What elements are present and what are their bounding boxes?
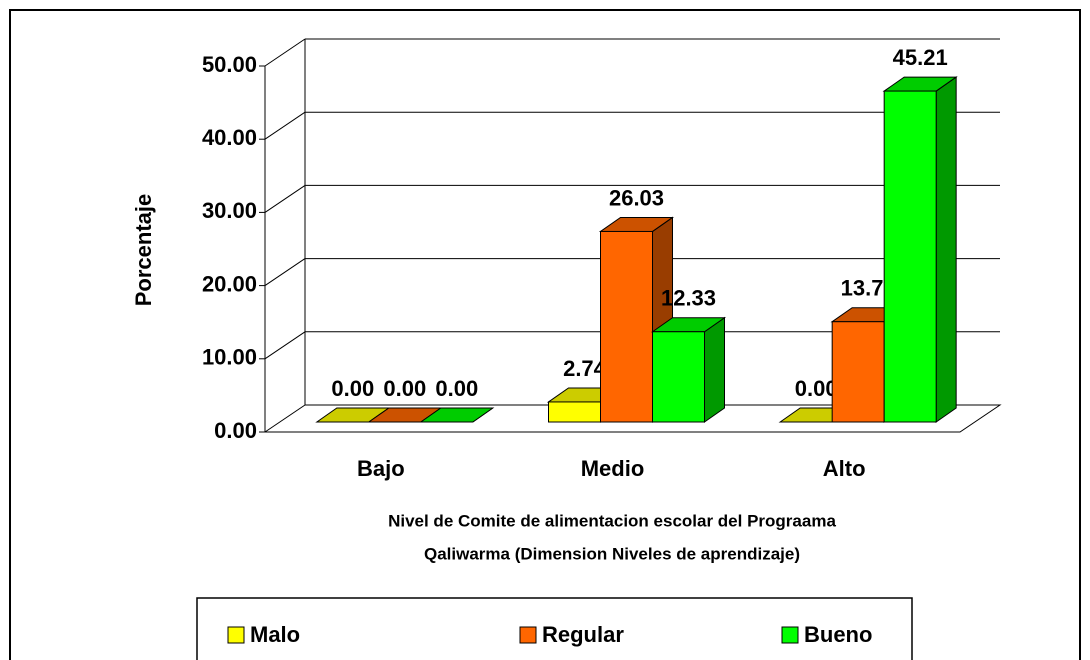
y-tick-label: 20.00: [202, 271, 257, 296]
grid-line: [264, 184, 306, 213]
bar: [600, 230, 653, 423]
legend-swatch: [227, 626, 245, 644]
x-tick-label: Bajo: [357, 456, 405, 481]
bar: [883, 90, 937, 423]
bar: [831, 321, 885, 423]
data-label: 0.00: [795, 376, 838, 401]
data-label: 45.21: [893, 45, 948, 70]
data-label: 0.00: [435, 376, 478, 401]
x-tick-label: Alto: [823, 456, 866, 481]
y-tick-label: 0.00: [214, 418, 257, 443]
x-axis-label: Nivel de Comite de alimentacion escolar …: [388, 511, 836, 530]
bar: [652, 331, 705, 423]
legend-label: Regular: [542, 622, 624, 647]
data-label: 12.33: [661, 286, 716, 311]
legend-swatch: [781, 626, 799, 644]
grid-line: [264, 258, 306, 287]
data-label: 26.03: [609, 185, 664, 210]
data-label: 2.74: [563, 356, 607, 381]
y-tick-label: 30.00: [202, 198, 257, 223]
data-label: 0.00: [383, 376, 426, 401]
chart-border: [9, 9, 1081, 660]
grid-line: [264, 404, 306, 433]
bar-side: [704, 316, 725, 423]
data-label: 0.00: [331, 376, 374, 401]
grid-line: [264, 111, 306, 140]
grid-line: [264, 38, 306, 67]
y-tick-label: 10.00: [202, 345, 257, 370]
legend-label: Malo: [250, 622, 300, 647]
y-tick-label: 50.00: [202, 52, 257, 77]
legend-label: Bueno: [804, 622, 872, 647]
bar-top: [419, 407, 495, 423]
legend-swatch: [519, 626, 537, 644]
y-tick-label: 40.00: [202, 125, 257, 150]
grid-line: [264, 331, 306, 360]
x-axis-label: Qaliwarma (Dimension Niveles de aprendiz…: [424, 544, 800, 563]
y-axis-label: Porcentaje: [131, 194, 156, 307]
bar: [548, 401, 601, 423]
bar-side: [935, 76, 957, 423]
x-tick-label: Medio: [581, 456, 645, 481]
